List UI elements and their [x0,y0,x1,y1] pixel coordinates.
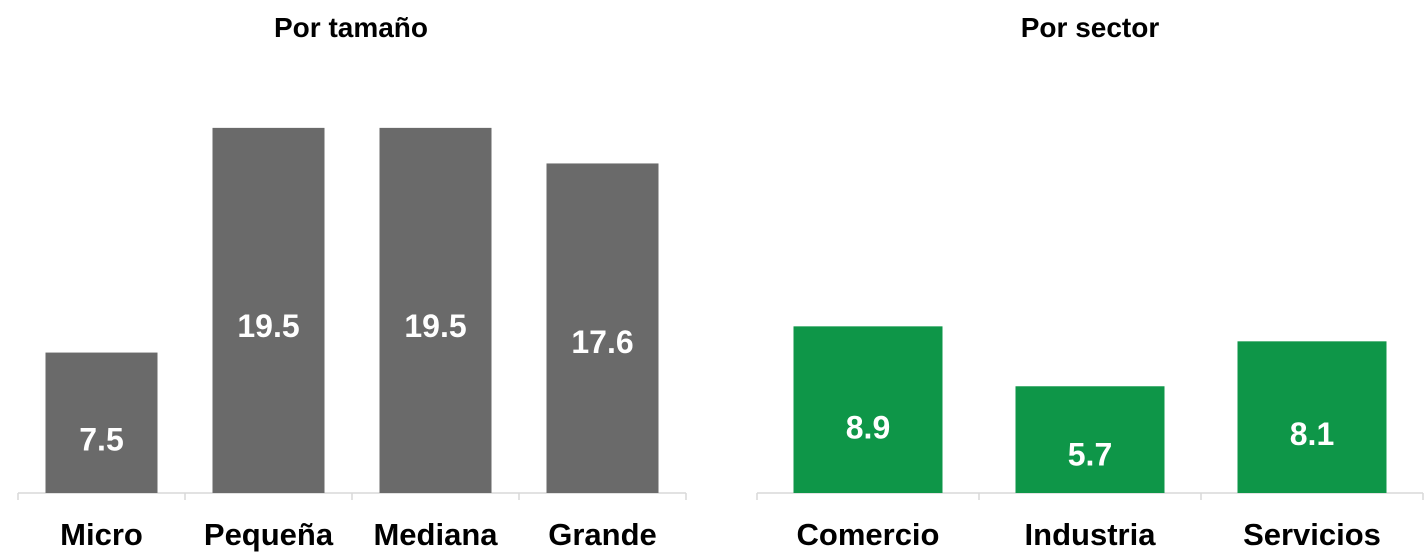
x-tick-label-grande: Grande [548,517,657,552]
data-label-servicios: 8.1 [1290,416,1334,452]
bar-comercio [793,326,943,493]
data-label-comercio: 8.9 [846,409,890,445]
chart-sector: Por sector 8.9 Comercio 5.7 Industria 8.1 Ser… [756,12,1424,552]
chart-title-sector: Por sector [1021,12,1160,43]
data-label-micro: 7.5 [79,421,123,457]
chart-size: Por tamaño 7.5 Micro 19.5 Pequeña 19.5 Median… [17,12,687,552]
data-label-mediana: 19.5 [404,308,466,344]
bar-mediana [379,127,492,494]
bar-grande [546,163,659,493]
x-tick-label-mediana: Mediana [373,517,498,552]
x-tick-label-pequena: Pequeña [204,517,334,552]
chart-title-size: Por tamaño [274,12,428,43]
x-tick-label-servicios: Servicios [1243,517,1381,552]
data-label-pequena: 19.5 [237,308,299,344]
bar-servicios [1237,341,1387,493]
bar-pequena [212,127,325,494]
x-tick-label-micro: Micro [60,517,143,552]
data-label-industria: 5.7 [1068,436,1112,472]
data-label-grande: 17.6 [571,324,633,360]
x-tick-label-comercio: Comercio [797,517,940,552]
bar-industria [1015,386,1165,493]
bar-micro [45,352,158,493]
x-tick-label-industria: Industria [1025,517,1157,552]
